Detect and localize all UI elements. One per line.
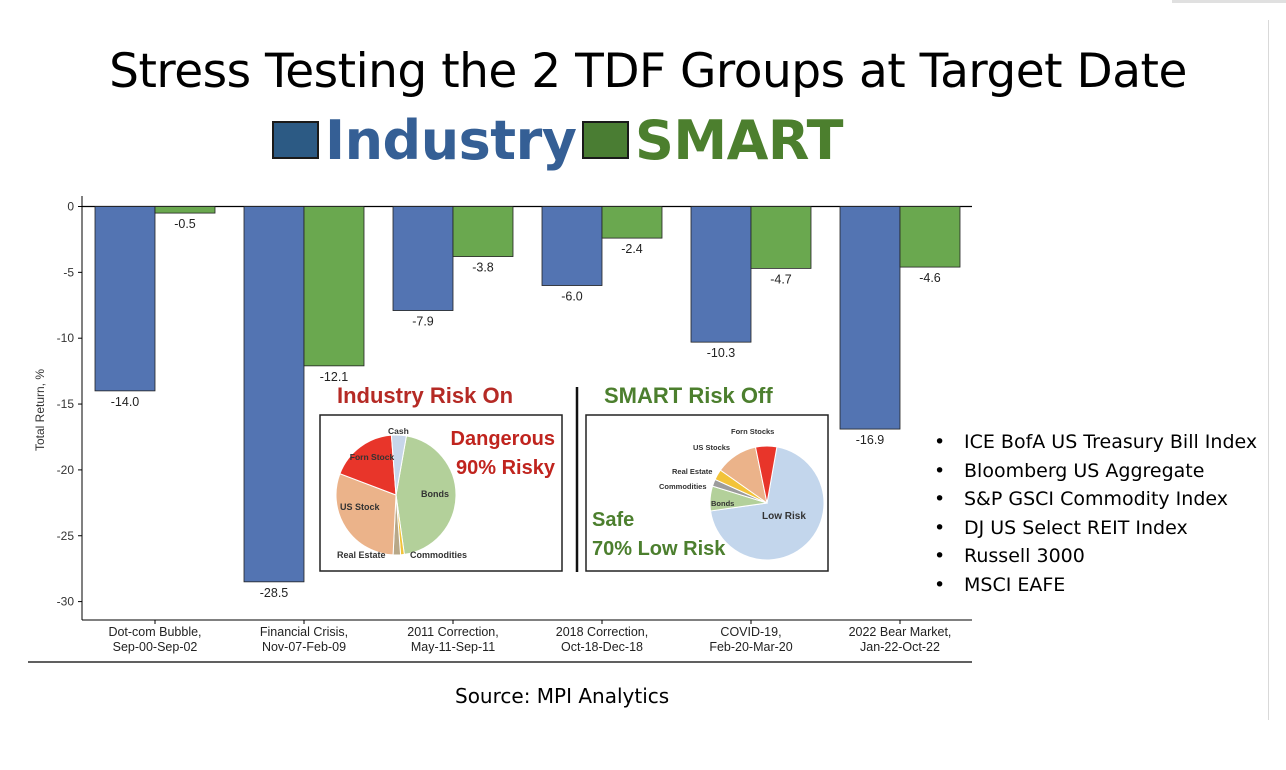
source-note: Source: MPI Analytics xyxy=(455,684,670,708)
smart-inset-note: Safe xyxy=(592,509,634,531)
smart-inset-heading: SMART Risk Off xyxy=(604,383,773,408)
index-list: ICE BofA US Treasury Bill Index Bloomber… xyxy=(934,428,1257,600)
slide-title: Stress Testing the 2 TDF Groups at Targe… xyxy=(109,44,1187,99)
x-tick-label: Dot-com Bubble, xyxy=(108,625,201,639)
x-tick-label: Feb-20-Mar-20 xyxy=(709,640,792,654)
bar-industry xyxy=(94,206,156,392)
x-tick-label: 2011 Correction, xyxy=(407,625,499,639)
data-label-industry: -28.5 xyxy=(260,586,289,600)
slide-edge-divider xyxy=(1268,20,1269,720)
bar-smart xyxy=(303,206,365,367)
y-axis-title: Total Return, % xyxy=(33,369,47,451)
x-tick-label: May-11-Sep-11 xyxy=(411,640,495,654)
corner-mark xyxy=(1172,0,1286,3)
industry-pie-slice xyxy=(390,434,407,496)
x-tick-label: Sep-00-Sep-02 xyxy=(113,640,198,654)
smart-pie-label: Bonds xyxy=(711,499,734,508)
legend-label-smart: SMART xyxy=(635,108,843,172)
industry-inset-note: Dangerous xyxy=(451,428,555,450)
y-tick-label: -5 xyxy=(63,265,74,279)
smart-pie-slice xyxy=(754,445,778,504)
legend-swatch-industry xyxy=(272,121,319,159)
bar-industry xyxy=(392,206,454,311)
y-tick-label: -15 xyxy=(57,397,75,411)
stress-test-bar-chart: 0 -5 -10 -15 -20 -25 -30 Total Return, % -14.0 -0… xyxy=(28,196,972,663)
smart-inset-note: 70% Low Risk xyxy=(592,538,726,560)
legend-item-industry: Industry xyxy=(272,108,577,172)
x-tick-label: COVID-19, xyxy=(720,625,781,639)
y-tick-label: -30 xyxy=(57,595,75,609)
bar-smart xyxy=(899,206,961,268)
data-label-industry: -14.0 xyxy=(111,395,140,409)
bar-smart xyxy=(601,206,663,239)
industry-pie-label: Forn Stock xyxy=(350,452,395,462)
x-tick-label: Financial Crisis, xyxy=(260,625,348,639)
data-label-smart: -12.1 xyxy=(320,370,349,384)
index-list-item: Russell 3000 xyxy=(934,542,1257,571)
industry-inset-heading: Industry Risk On xyxy=(337,383,513,408)
industry-pie-label: Cash xyxy=(388,426,409,436)
industry-pie-label: Real Estate xyxy=(337,550,386,560)
industry-pie-slice xyxy=(335,473,397,556)
bar-industry xyxy=(243,206,305,583)
x-tick-label: Nov-07-Feb-09 xyxy=(262,640,346,654)
smart-pie-label: Low Risk xyxy=(762,511,806,522)
data-label-smart: -4.6 xyxy=(919,271,941,285)
x-tick-label: Jan-22-Oct-22 xyxy=(860,640,940,654)
smart-pie-label: Commodities xyxy=(659,482,707,491)
smart-pie-label: Forn Stocks xyxy=(731,427,774,436)
index-list-item: DJ US Select REIT Index xyxy=(934,514,1257,543)
data-label-industry: -10.3 xyxy=(707,346,736,360)
index-list-item: ICE BofA US Treasury Bill Index xyxy=(934,428,1257,457)
bar-smart xyxy=(452,206,514,257)
industry-pie-label: Bonds xyxy=(421,489,449,499)
industry-pie-label: US Stock xyxy=(340,502,381,512)
data-label-smart: -0.5 xyxy=(174,217,196,231)
legend-swatch-smart xyxy=(582,121,629,159)
x-tick-label: Oct-18-Dec-18 xyxy=(561,640,643,654)
bar-smart xyxy=(154,206,216,214)
legend-item-smart: SMART xyxy=(582,108,843,172)
industry-pie-label: Commodities xyxy=(410,550,467,560)
data-label-smart: -4.7 xyxy=(770,272,792,286)
data-label-smart: -3.8 xyxy=(472,261,494,275)
y-tick-label: -10 xyxy=(57,331,75,345)
data-label-industry: -6.0 xyxy=(561,290,583,304)
data-label-smart: -2.4 xyxy=(621,242,643,256)
data-label-industry: -16.9 xyxy=(856,433,885,447)
legend-label-industry: Industry xyxy=(325,108,577,172)
x-tick-label: 2022 Bear Market, xyxy=(849,625,952,639)
smart-pie-label: US Stocks xyxy=(693,443,730,452)
bar-industry xyxy=(839,206,901,430)
industry-pie-slice xyxy=(395,435,457,555)
index-list-item: S&P GSCI Commodity Index xyxy=(934,485,1257,514)
x-tick-label: 2018 Correction, xyxy=(556,625,648,639)
bar-industry xyxy=(541,206,603,286)
y-tick-label: 0 xyxy=(67,200,74,214)
y-tick-label: -25 xyxy=(57,529,75,543)
index-list-item: MSCI EAFE xyxy=(934,571,1257,600)
smart-pie-label: Real Estate xyxy=(672,467,712,476)
industry-pie-slice xyxy=(339,434,397,496)
data-label-industry: -7.9 xyxy=(412,315,434,329)
bar-industry xyxy=(690,206,752,343)
industry-inset-note: 90% Risky xyxy=(456,457,556,479)
y-tick-label: -20 xyxy=(57,463,75,477)
index-list-item: Bloomberg US Aggregate xyxy=(934,457,1257,486)
bar-smart xyxy=(750,206,812,269)
